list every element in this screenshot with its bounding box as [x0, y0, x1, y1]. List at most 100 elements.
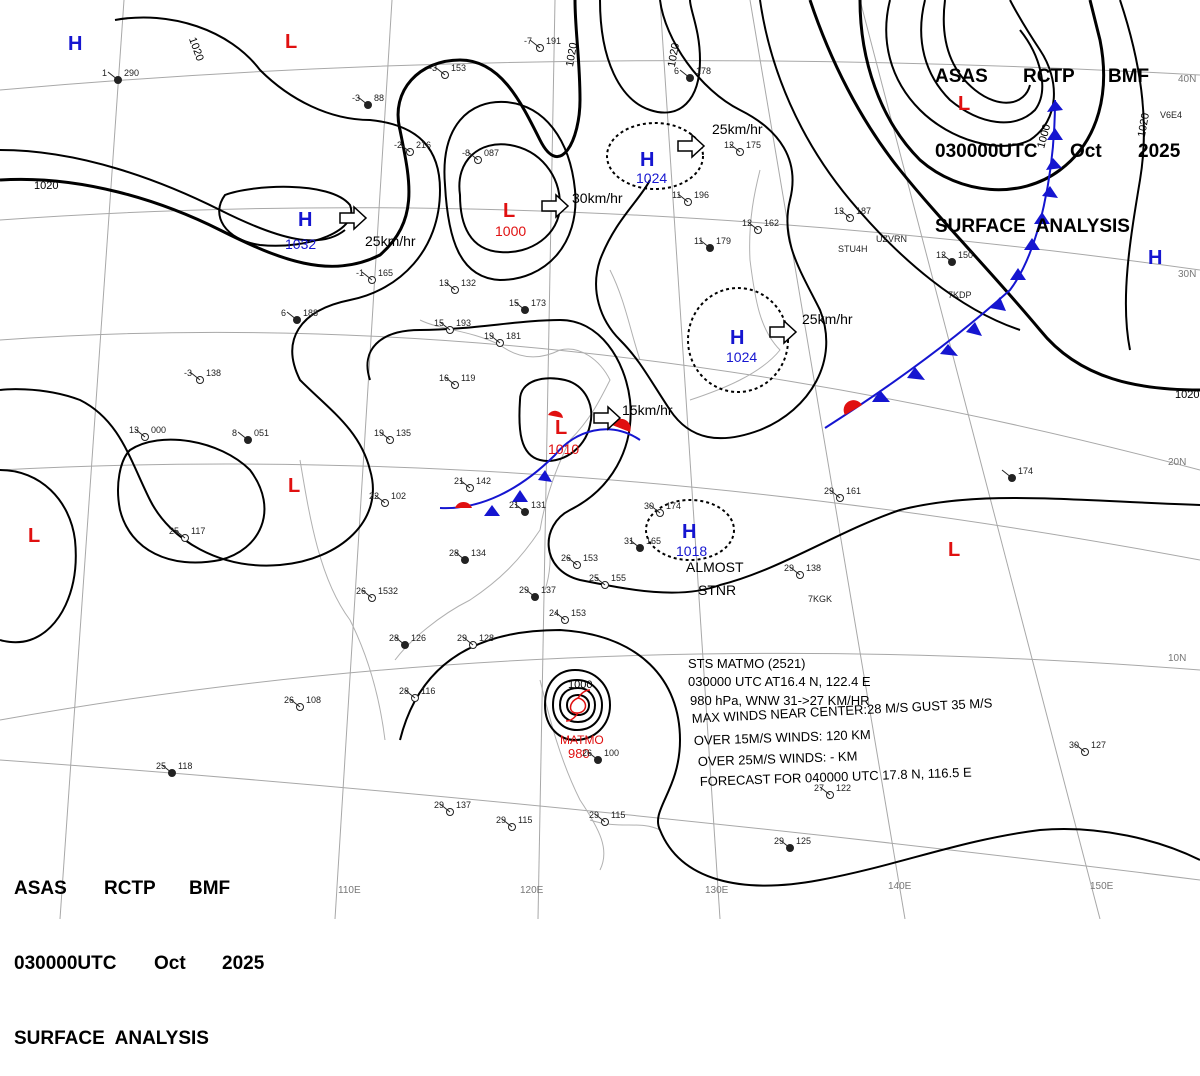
- station-id: UZVRN: [876, 234, 907, 244]
- station-plot: 165 -1: [356, 268, 393, 284]
- low-value: 1010: [548, 441, 579, 457]
- station-plot: 290 1: [102, 68, 139, 84]
- wind-barb: [467, 151, 479, 161]
- wind-barb: [629, 539, 641, 549]
- arrow-icon: [541, 193, 570, 219]
- front-barb: [1042, 186, 1058, 198]
- wind-barb: [514, 503, 526, 513]
- wind-barb: [399, 143, 411, 153]
- isobar-typhoon-ring-4: [565, 693, 591, 717]
- meridian-140e: [749, 0, 906, 919]
- wind-barb: [524, 588, 536, 598]
- high-value: 1018: [676, 543, 707, 559]
- front-barb: [1024, 238, 1040, 250]
- title-center: RCTP: [1023, 66, 1075, 87]
- isobar-east-ring-2: [1119, 0, 1145, 351]
- high-value: 1032: [285, 236, 316, 252]
- station-pressure: 174: [1018, 466, 1033, 476]
- station-temperature: 21: [509, 500, 519, 510]
- isobar-east-ring: [759, 0, 1021, 331]
- station-temperature: 24: [549, 608, 559, 618]
- isobar-north-low-2: [920, 0, 1044, 124]
- movement-label: 25km/hr: [712, 121, 763, 137]
- wind-barb: [529, 39, 541, 49]
- wind-barb: [649, 504, 661, 514]
- station-pressure: 119: [461, 373, 475, 383]
- station-pressure: 153: [571, 608, 586, 618]
- station-temperature: 31: [624, 536, 634, 546]
- longitude-label: 110E: [338, 885, 361, 896]
- station-plot: 174 30: [644, 501, 681, 517]
- isobar-low-1010: [518, 377, 593, 462]
- station-plot: 153 24: [549, 608, 586, 624]
- title-year: 2025: [222, 953, 265, 974]
- station-plot: 153 -3: [429, 63, 466, 79]
- station-pressure: 153: [451, 63, 466, 73]
- station-id: V6E4: [1160, 110, 1182, 120]
- isobars: [0, 0, 1200, 887]
- station-plot: 126 28: [389, 633, 426, 649]
- arrow-icon: [339, 205, 368, 231]
- station-plots: 2901216-2153-388-3087-8191-7178617512196…: [102, 36, 1182, 852]
- station-temperature: -7: [524, 36, 532, 46]
- wind-barb: [819, 786, 831, 796]
- title-line-2: 030000UTC Oct 2025: [935, 139, 1180, 164]
- front-barb: [484, 505, 500, 516]
- isobar-label: 1000: [568, 679, 592, 691]
- title-block-top: ASAS RCTP BMF 030000UTC Oct 2025 SURFACE ANA…: [935, 14, 1180, 264]
- title-line-3: SURFACE ANALYSIS: [935, 216, 1130, 237]
- station-pressure: 102: [391, 491, 406, 501]
- wind-barb: [566, 556, 578, 566]
- wind-barb: [779, 839, 791, 849]
- station-temperature: 26: [356, 586, 366, 596]
- arrow-icon: [769, 319, 798, 345]
- coastlines: [299, 169, 781, 871]
- station-pressure: 087: [484, 148, 499, 158]
- station-pressure: 117: [191, 526, 205, 536]
- parallel-10n: [0, 652, 1200, 721]
- front-barb: [990, 297, 1006, 311]
- station-temperature: 15: [434, 318, 444, 328]
- front-barb: [940, 344, 958, 356]
- station-plot: 128 29: [457, 633, 494, 649]
- isobar-japan-high: [599, 0, 702, 114]
- station-pressure: 108: [306, 695, 321, 705]
- note-label: STNR: [698, 582, 736, 598]
- title-product: ASAS: [14, 878, 67, 899]
- title-line-1: ASAS RCTP BMF: [935, 64, 1180, 89]
- station-pressure: 122: [836, 783, 851, 793]
- station-pressure: 88: [374, 93, 384, 103]
- station-pressure: 137: [541, 585, 556, 595]
- front-barb: [1047, 128, 1063, 140]
- movement-labels: 25km/hr 30km/hr 25km/hr 25km/hr 15km/hr …: [365, 121, 853, 598]
- parallel-30n: [0, 207, 1200, 271]
- station-plot: 196 11: [672, 190, 709, 206]
- station-plot: 153 26: [561, 553, 598, 569]
- graticule: [0, 0, 1200, 919]
- station-pressure: 125: [796, 836, 811, 846]
- front-barb: [872, 390, 890, 402]
- station-plot: 88 -3: [352, 93, 384, 109]
- movement-label: 25km/hr: [365, 233, 416, 249]
- station-temperature: 19: [374, 428, 384, 438]
- station-pressure: 173: [531, 298, 546, 308]
- wind-barb: [434, 66, 446, 76]
- station-plot: 100 26: [582, 748, 619, 764]
- station-temperature: 29: [774, 836, 784, 846]
- station-plot: 179 11: [694, 236, 731, 252]
- wind-barb: [189, 371, 201, 381]
- parallel-15n: [0, 463, 1200, 561]
- wind-barb: [439, 321, 451, 331]
- isobar-north-low-3: [942, 0, 1031, 104]
- coastline-luzon: [539, 679, 605, 871]
- station-pressure: 174: [666, 501, 681, 511]
- station-plot: 132 13: [439, 278, 476, 294]
- wind-barb: [161, 764, 173, 774]
- isobar-west-inner: [117, 438, 266, 564]
- isobar-typhoon-ring-2: [551, 678, 604, 732]
- station-temperature: 30: [1069, 740, 1079, 750]
- coastline-mindanao: [589, 819, 661, 831]
- title-time: 030000UTC: [14, 953, 117, 974]
- wind-barb: [286, 311, 298, 321]
- station-pressure: 126: [411, 633, 426, 643]
